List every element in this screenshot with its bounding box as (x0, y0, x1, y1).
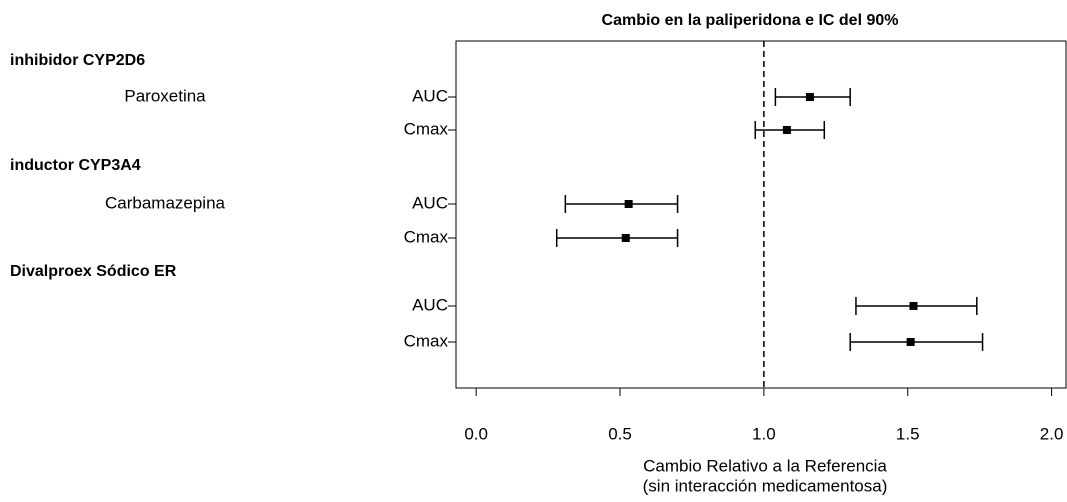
x-axis-label: (sin interacción medicamentosa) (643, 476, 888, 495)
row-label: AUC (412, 86, 448, 105)
row-label: Cmax (404, 331, 449, 350)
point-estimate (782, 126, 791, 134)
x-tick-label: 1.5 (896, 424, 920, 443)
x-tick-label: 1.0 (752, 424, 776, 443)
group-label: inhibidor CYP2D6 (10, 52, 145, 69)
x-axis-label: Cambio Relativo a la Referencia (643, 456, 887, 475)
chart-title: Cambio en la paliperidona e IC del 90% (602, 12, 899, 29)
group-label: Divalproex Sódico ER (10, 263, 177, 280)
group-label: inductor CYP3A4 (10, 157, 141, 174)
drug-label: Paroxetina (124, 86, 206, 105)
plot-frame (455, 40, 1067, 389)
point-estimate (621, 234, 630, 242)
drug-label: Carbamazepina (105, 193, 226, 212)
point-estimate (906, 338, 915, 346)
x-tick-label: 2.0 (1040, 424, 1064, 443)
row-label: Cmax (404, 227, 449, 246)
point-estimate (805, 93, 814, 101)
point-estimate (909, 302, 918, 310)
row-label: AUC (412, 295, 448, 314)
row-label: Cmax (404, 119, 449, 138)
x-tick-label: 0.5 (608, 424, 632, 443)
point-estimate (624, 200, 633, 208)
row-label: AUC (412, 193, 448, 212)
x-tick-label: 0.0 (464, 424, 488, 443)
